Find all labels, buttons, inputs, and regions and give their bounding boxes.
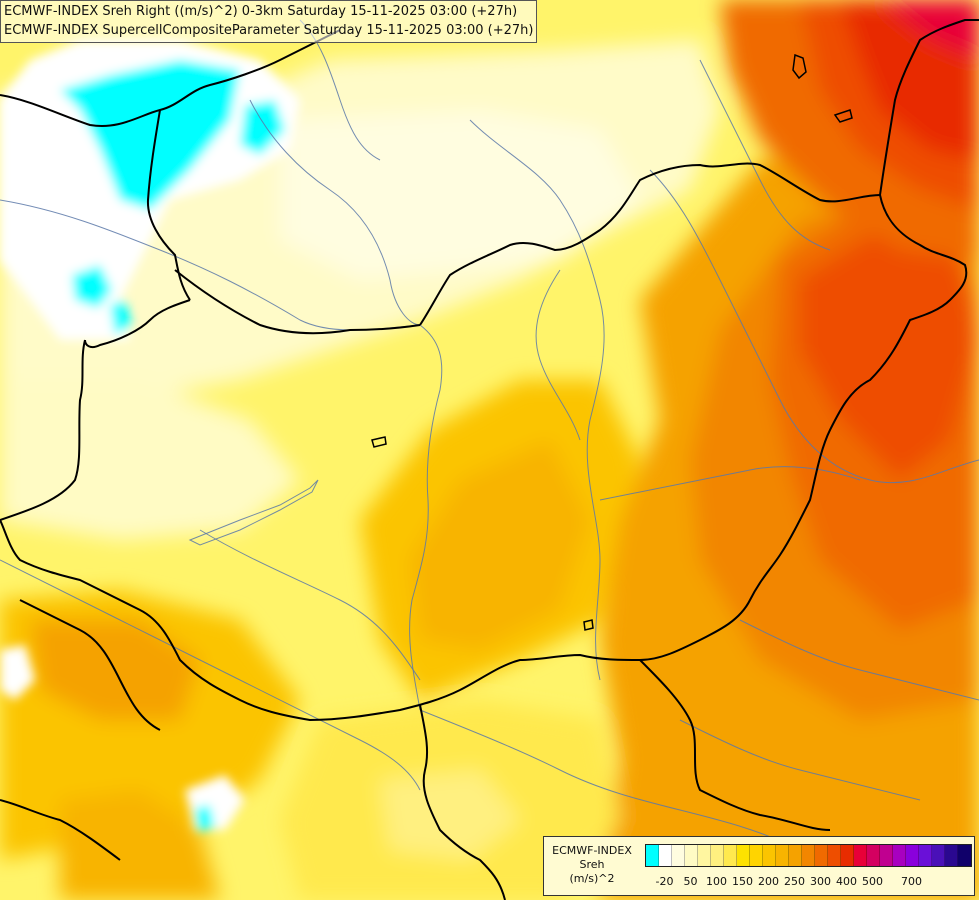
legend-label: ECMWF-INDEX Sreh (m/s)^2 bbox=[544, 844, 640, 886]
legend-swatch bbox=[880, 845, 893, 866]
legend-swatch bbox=[776, 845, 789, 866]
coastline-lakes bbox=[371, 53, 853, 631]
legend-tick: 150 bbox=[732, 875, 753, 888]
legend-color-scale bbox=[645, 844, 972, 867]
title-line-2: ECMWF-INDEX SupercellCompositeParameter … bbox=[4, 23, 534, 38]
legend-tick: 250 bbox=[784, 875, 805, 888]
country-borders bbox=[0, 19, 979, 900]
legend-tick: 400 bbox=[836, 875, 857, 888]
legend-swatch bbox=[893, 845, 906, 866]
low-helicity-areas bbox=[0, 40, 300, 832]
legend-swatch bbox=[724, 845, 737, 866]
color-legend: ECMWF-INDEX Sreh (m/s)^2 -20 50 100 150 200 2… bbox=[543, 836, 975, 896]
legend-swatch bbox=[854, 845, 867, 866]
legend-label-line-2: Sreh bbox=[579, 858, 605, 871]
legend-swatch bbox=[789, 845, 802, 866]
legend-tick: 200 bbox=[758, 875, 779, 888]
legend-tick: 500 bbox=[862, 875, 883, 888]
legend-swatch bbox=[932, 845, 945, 866]
legend-swatch bbox=[828, 845, 841, 866]
legend-swatch bbox=[958, 845, 971, 866]
legend-swatch bbox=[672, 845, 685, 866]
legend-swatch bbox=[711, 845, 724, 866]
map-title: ECMWF-INDEX Sreh Right ((m/s)^2) 0-3km S… bbox=[0, 0, 538, 43]
legend-tick-labels: -20 50 100 150 200 250 300 400 500 700 bbox=[645, 875, 975, 891]
legend-swatch bbox=[685, 845, 698, 866]
legend-label-line-1: ECMWF-INDEX bbox=[552, 844, 632, 857]
legend-tick: 100 bbox=[706, 875, 727, 888]
legend-swatch bbox=[802, 845, 815, 866]
legend-label-line-3: (m/s)^2 bbox=[569, 872, 615, 885]
legend-swatch bbox=[698, 845, 711, 866]
legend-swatch bbox=[750, 845, 763, 866]
legend-tick: 300 bbox=[810, 875, 831, 888]
legend-swatch bbox=[659, 845, 672, 866]
legend-tick: -20 bbox=[655, 875, 674, 888]
legend-swatch bbox=[815, 845, 828, 866]
legend-swatch bbox=[919, 845, 932, 866]
legend-swatch bbox=[841, 845, 854, 866]
legend-swatch bbox=[737, 845, 750, 866]
legend-tick: 50 bbox=[683, 875, 698, 888]
legend-swatch bbox=[945, 845, 958, 866]
legend-tick: 700 bbox=[901, 875, 922, 888]
legend-swatch bbox=[646, 845, 659, 866]
legend-swatch bbox=[867, 845, 880, 866]
title-line-1: ECMWF-INDEX Sreh Right ((m/s)^2) 0-3km S… bbox=[4, 4, 518, 19]
legend-swatch bbox=[763, 845, 776, 866]
legend-swatch bbox=[906, 845, 919, 866]
